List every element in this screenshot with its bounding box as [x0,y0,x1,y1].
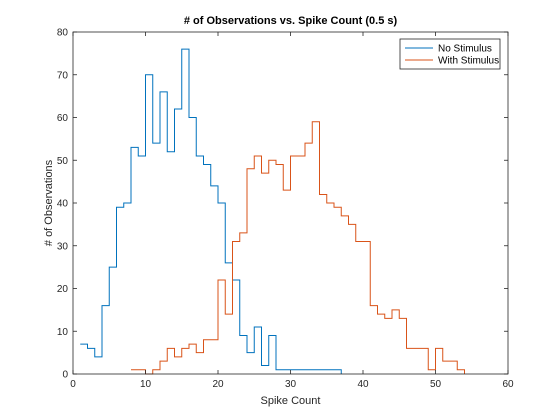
y-tick-label: 0 [62,370,68,381]
y-tick-label: 10 [57,327,69,338]
x-tick-label: 50 [430,379,442,390]
legend-label-no-stimulus: No Stimulus [438,44,492,55]
ticks-layer: 0 10 20 30 40 50 60 0 10 20 30 40 50 60 70 80 [57,28,514,391]
y-tick-label: 70 [57,70,69,81]
x-tick-label: 30 [285,379,297,390]
x-tick-label: 60 [502,379,514,390]
x-tick-label: 40 [357,379,369,390]
legend-label-with-stimulus: With Stimulus [438,56,499,67]
y-tick-label: 30 [57,241,69,252]
y-tick-label: 80 [57,28,69,39]
x-tick-label: 0 [70,379,76,390]
legend-box [399,38,501,70]
x-tick-label: 20 [212,379,224,390]
y-tick-label: 60 [57,113,69,124]
plot-area [73,32,508,374]
y-tick-label: 40 [57,199,69,210]
y-axis-label: # of Observations [43,159,55,246]
x-axis-label: Spike Count [261,395,321,407]
series-line-no-stimulus [80,48,342,374]
y-tick-label: 50 [57,156,69,167]
y-tick-label: 20 [57,284,69,295]
series-line-with-stimulus [131,121,465,375]
x-tick-label: 10 [140,379,152,390]
chart-title: # of Observations vs. Spike Count (0.5 s… [184,15,398,27]
series-layer [80,48,465,375]
